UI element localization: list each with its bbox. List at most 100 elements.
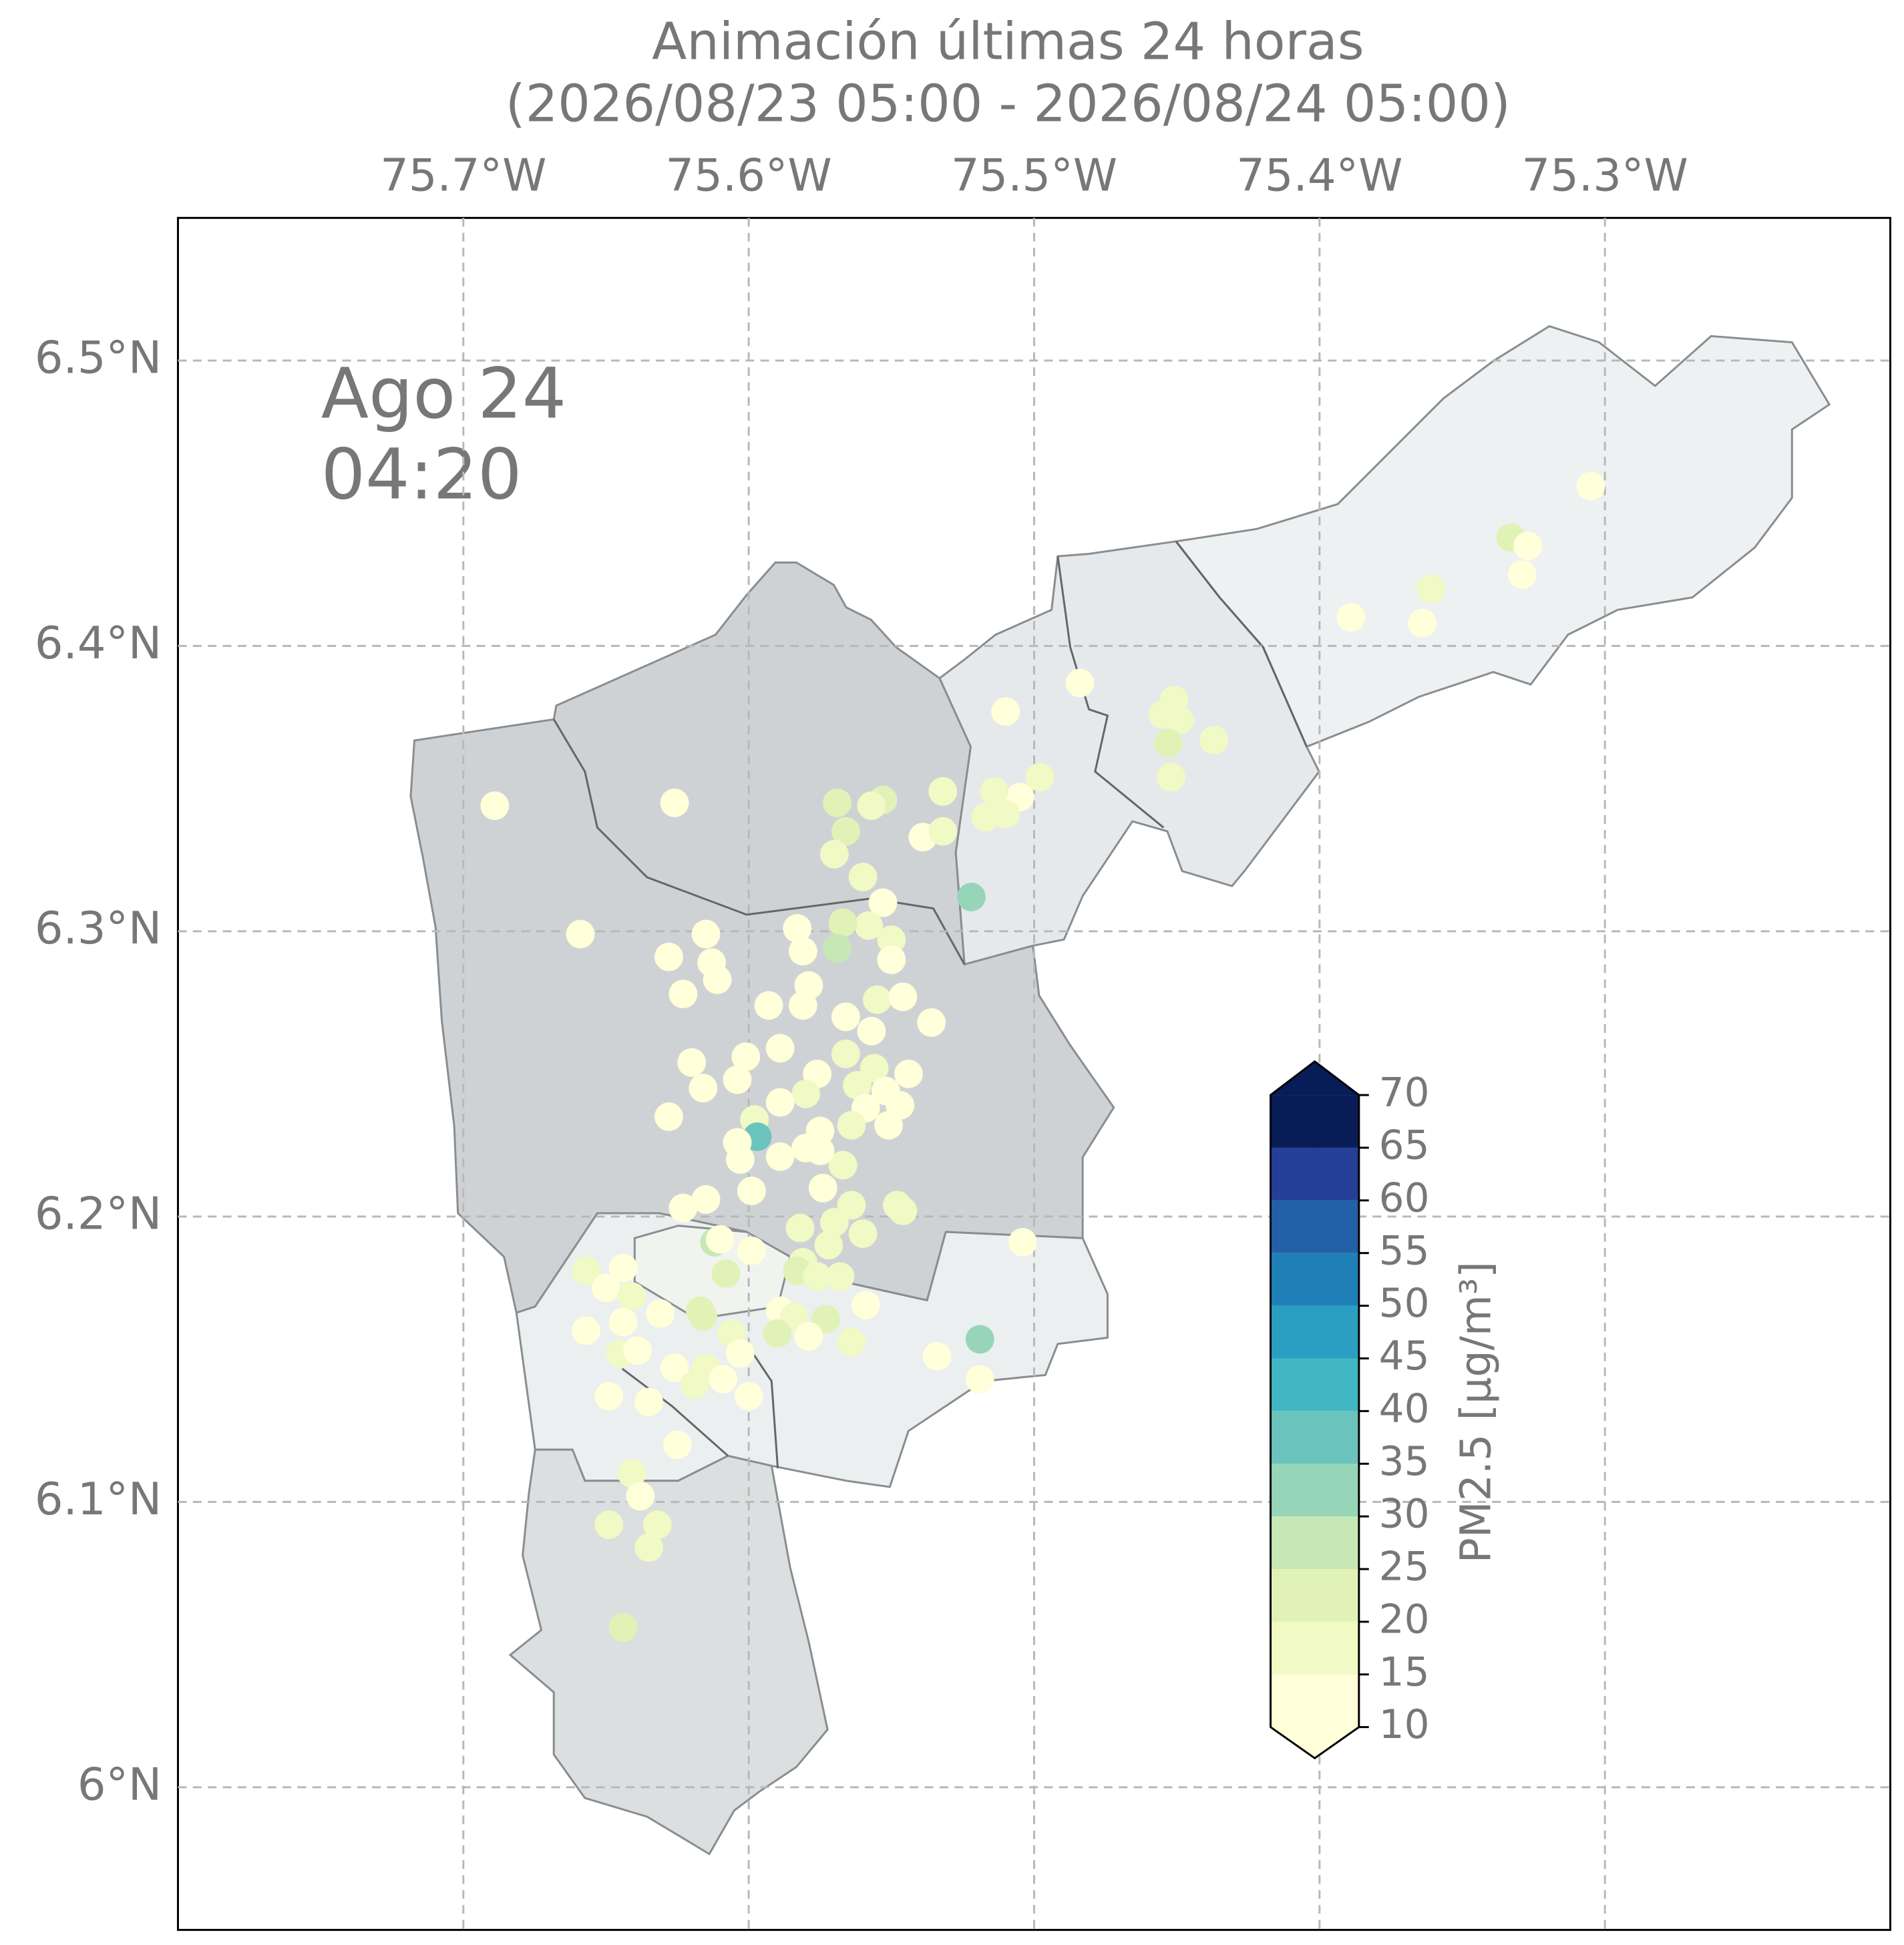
station-point xyxy=(831,1002,860,1032)
y-tick-label: 6.2°N xyxy=(35,1188,162,1240)
station-point xyxy=(857,1016,886,1046)
station-point xyxy=(654,942,683,971)
chart-title: Animación últimas 24 horas xyxy=(652,12,1364,71)
station-point xyxy=(848,1219,878,1249)
station-point xyxy=(691,1184,721,1214)
station-point xyxy=(669,980,698,1009)
station-point xyxy=(888,982,918,1012)
station-point xyxy=(608,1307,638,1337)
station-point xyxy=(888,1197,918,1225)
station-point xyxy=(594,1510,624,1539)
station-point xyxy=(626,1482,655,1511)
station-point xyxy=(480,791,510,821)
station-point xyxy=(854,911,884,940)
station-point xyxy=(689,1302,718,1331)
chart-subtitle: (2026/08/23 05:00 - 2026/08/24 05:00) xyxy=(506,74,1511,134)
station-point xyxy=(703,965,732,994)
station-point xyxy=(1513,531,1543,561)
colorbar-tick-label: 40 xyxy=(1379,1386,1430,1432)
station-point xyxy=(957,882,986,911)
station-point xyxy=(823,788,852,817)
station-point xyxy=(608,1612,638,1642)
station-point xyxy=(991,697,1020,726)
colorbar-band xyxy=(1270,1568,1359,1622)
station-point xyxy=(731,1042,761,1072)
station-point xyxy=(928,777,958,806)
station-point xyxy=(819,839,849,869)
station-point xyxy=(754,991,783,1020)
colorbar-band xyxy=(1270,1253,1359,1306)
colorbar-tick-label: 45 xyxy=(1379,1333,1430,1379)
station-point xyxy=(808,1173,837,1203)
station-point xyxy=(592,1273,620,1303)
station-point xyxy=(1065,668,1095,698)
station-point xyxy=(863,985,892,1014)
station-point xyxy=(928,817,958,846)
station-point xyxy=(783,913,812,943)
station-point xyxy=(991,800,1020,829)
colorbar-tick-label: 65 xyxy=(1379,1123,1430,1169)
station-point xyxy=(965,1365,994,1394)
station-point xyxy=(711,1259,741,1288)
timestamp-date: Ago 24 xyxy=(321,353,566,434)
station-point xyxy=(1008,1228,1037,1257)
colorbar-band xyxy=(1270,1358,1359,1412)
station-point xyxy=(877,945,906,974)
station-point xyxy=(794,1322,823,1351)
station-point xyxy=(765,1142,795,1171)
timestamp-time: 04:20 xyxy=(321,433,522,515)
station-point xyxy=(1157,763,1186,792)
station-point xyxy=(922,1342,952,1371)
station-point xyxy=(828,908,858,937)
station-point xyxy=(1576,471,1605,501)
station-point xyxy=(608,1253,638,1283)
station-point xyxy=(980,777,1009,806)
station-point xyxy=(857,791,886,821)
y-tick-label: 6.5°N xyxy=(35,332,162,384)
colorbar-band xyxy=(1270,1464,1359,1517)
region-border xyxy=(1175,540,1308,747)
station-point xyxy=(843,1071,872,1100)
station-point xyxy=(634,1387,664,1417)
station-point xyxy=(646,1299,675,1328)
colorbar-tick-label: 55 xyxy=(1379,1228,1430,1274)
station-point xyxy=(654,1102,683,1131)
regions xyxy=(409,325,1831,1856)
y-tick-label: 6.1°N xyxy=(35,1473,162,1525)
station-point xyxy=(805,1136,835,1166)
station-point xyxy=(868,888,898,917)
station-point xyxy=(788,937,817,966)
station-point xyxy=(1507,560,1537,589)
colorbar-band xyxy=(1270,1200,1359,1253)
station-point xyxy=(1336,603,1366,632)
station-point xyxy=(1165,706,1194,734)
station-point xyxy=(572,1316,600,1345)
y-tick-label: 6.3°N xyxy=(35,902,162,954)
station-point xyxy=(642,1510,672,1539)
station-point xyxy=(725,1339,755,1368)
station-point xyxy=(791,1079,821,1108)
colorbar-band xyxy=(1270,1674,1359,1727)
station-point xyxy=(851,1291,880,1319)
station-point xyxy=(874,1110,903,1140)
station-point xyxy=(725,1145,755,1174)
station-point xyxy=(669,1193,698,1223)
colorbar-tick-label: 35 xyxy=(1379,1439,1430,1485)
station-point xyxy=(689,1074,718,1103)
y-tick-label: 6°N xyxy=(77,1758,162,1810)
station-point xyxy=(803,1262,832,1291)
station-point xyxy=(917,1008,946,1037)
station-point xyxy=(660,1353,689,1382)
station-point xyxy=(831,1040,860,1068)
station-point xyxy=(837,1327,866,1357)
station-point xyxy=(680,1370,709,1399)
station-point xyxy=(691,919,721,949)
region-border xyxy=(621,1367,729,1457)
station-point xyxy=(623,1336,652,1365)
colorbar-tick-label: 10 xyxy=(1379,1702,1430,1748)
colorbar-band xyxy=(1270,1621,1359,1675)
region xyxy=(409,562,1115,1315)
station-point xyxy=(662,1430,692,1460)
station-point xyxy=(825,1262,855,1291)
x-tick-label: 75.5°W xyxy=(951,149,1117,201)
